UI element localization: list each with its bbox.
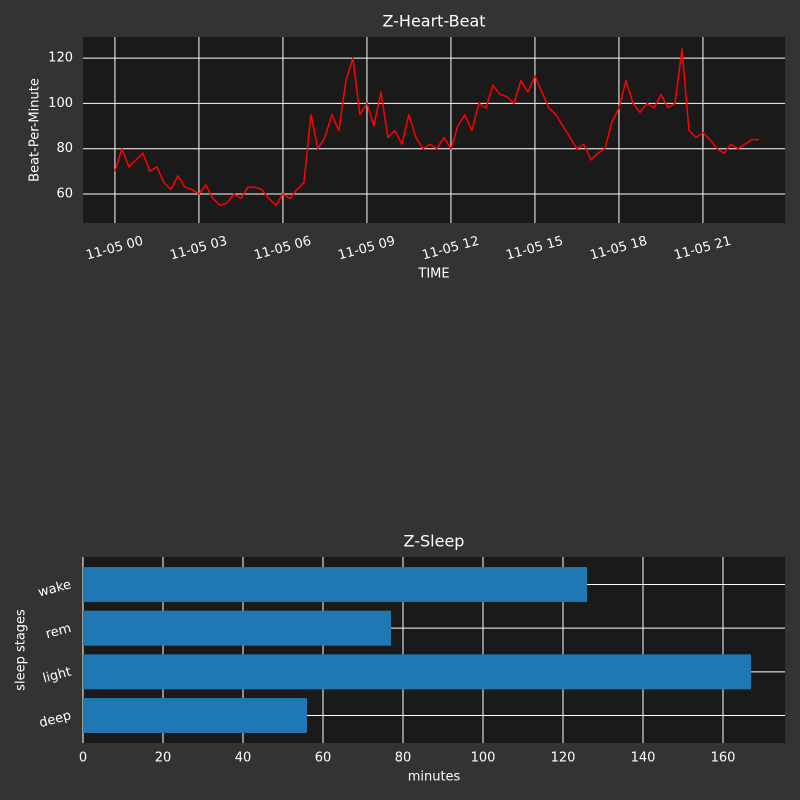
x-tick-label: 0 — [79, 751, 87, 766]
y-tick-label: 80 — [56, 141, 73, 156]
x-tick-label: 20 — [155, 751, 172, 766]
y-tick-label: light — [41, 665, 73, 687]
x-tick-label: 100 — [471, 751, 496, 766]
heart-rate-line — [114, 48, 759, 207]
x-tick-label: 160 — [711, 751, 736, 766]
bar — [83, 610, 391, 646]
y-tick-label: 100 — [48, 96, 73, 111]
bar — [83, 698, 307, 733]
y-tick-label: rem — [44, 621, 73, 642]
bar — [83, 654, 751, 690]
chart-title: Z-Heart-Beat — [382, 12, 485, 31]
y-axis-label: Beat-Per-Minute — [28, 78, 43, 182]
chart-title: Z-Sleep — [404, 532, 465, 551]
x-tick-label: 60 — [315, 751, 332, 766]
x-tick-label: 120 — [551, 751, 576, 766]
x-axis-label: TIME — [417, 267, 449, 282]
x-axis-label: minutes — [408, 770, 461, 785]
x-tick-label: 140 — [631, 751, 656, 766]
x-tick-label: 80 — [395, 751, 412, 766]
bar — [83, 567, 587, 602]
y-tick-label: 60 — [56, 187, 73, 202]
y-axis-label: sleep stages — [14, 609, 29, 691]
x-tick-label: 40 — [235, 751, 252, 766]
y-tick-label: 120 — [48, 51, 73, 66]
